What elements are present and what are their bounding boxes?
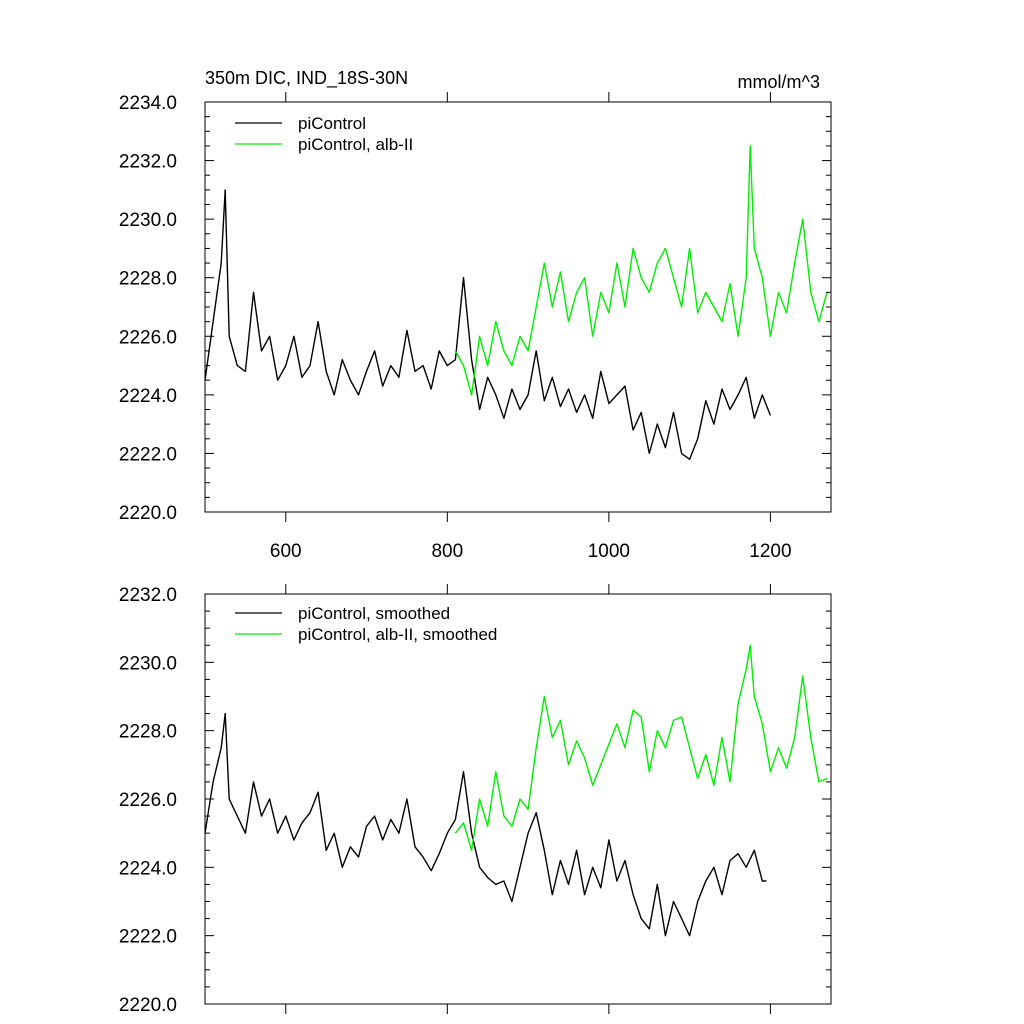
bottom-legend: piControl, smoothed piControl, alb-II, s… [235, 604, 497, 644]
top-chart-panel: 350m DIC, IND_18S-30N mmol/m^3 2220.0222… [119, 68, 832, 562]
top-series-line-picontrol [204, 189, 772, 460]
legend-label-picontrol-alb-smoothed: piControl, alb-II, smoothed [298, 625, 497, 644]
bottom-ytick-label: 2224.0 [119, 858, 177, 879]
bottom-ytick-label: 2232.0 [119, 585, 177, 606]
legend-label-picontrol-smoothed: piControl, smoothed [298, 604, 450, 623]
legend-label-picontrol: piControl [298, 114, 366, 133]
top-xtick-label: 800 [431, 541, 463, 562]
bottom-series-line-picontrol-alb [454, 644, 828, 851]
bottom-chart-panel: 2220.0 2222.0 2224.0 2226.0 2228.0 2230.0 2232… [119, 584, 832, 1016]
bottom-chart-marks: 2220.0 2222.0 2224.0 2226.0 2228.0 2230.0 2232… [119, 584, 831, 1016]
top-xtick-label: 600 [270, 541, 302, 562]
top-chart-marks: 2220.0 2222.0 2224.0 2226.0 2228.0 2230.0 2232… [119, 92, 831, 562]
legend-label-picontrol-alb: piControl, alb-II [298, 135, 413, 154]
top-legend: piControl piControl, alb-II [235, 114, 413, 154]
units-label: mmol/m^3 [738, 72, 820, 92]
top-plot-frame [204, 101, 832, 513]
bottom-ytick-label: 2230.0 [119, 653, 177, 674]
top-ytick-label: 2222.0 [119, 444, 177, 465]
top-ytick-label: 2228.0 [119, 269, 177, 290]
bottom-series-line-picontrol [204, 712, 767, 937]
top-ytick-label: 2220.0 [119, 503, 177, 524]
top-series-line-picontrol-alb [454, 145, 828, 396]
chart-title: 350m DIC, IND_18S-30N [205, 68, 408, 89]
bottom-ytick-label: 2222.0 [119, 927, 177, 948]
top-ytick-label: 2230.0 [119, 210, 177, 231]
top-ytick-label: 2232.0 [119, 152, 177, 173]
top-ytick-label: 2234.0 [119, 93, 177, 114]
top-xtick-label: 1000 [588, 541, 630, 562]
bottom-ytick-label: 2226.0 [119, 790, 177, 811]
bottom-ytick-label: 2228.0 [119, 722, 177, 743]
bottom-ytick-label: 2220.0 [119, 995, 177, 1016]
top-ytick-label: 2224.0 [119, 386, 177, 407]
bottom-plot-frame [204, 593, 832, 1005]
top-xtick-label: 1200 [749, 541, 791, 562]
top-ytick-label: 2226.0 [119, 327, 177, 348]
